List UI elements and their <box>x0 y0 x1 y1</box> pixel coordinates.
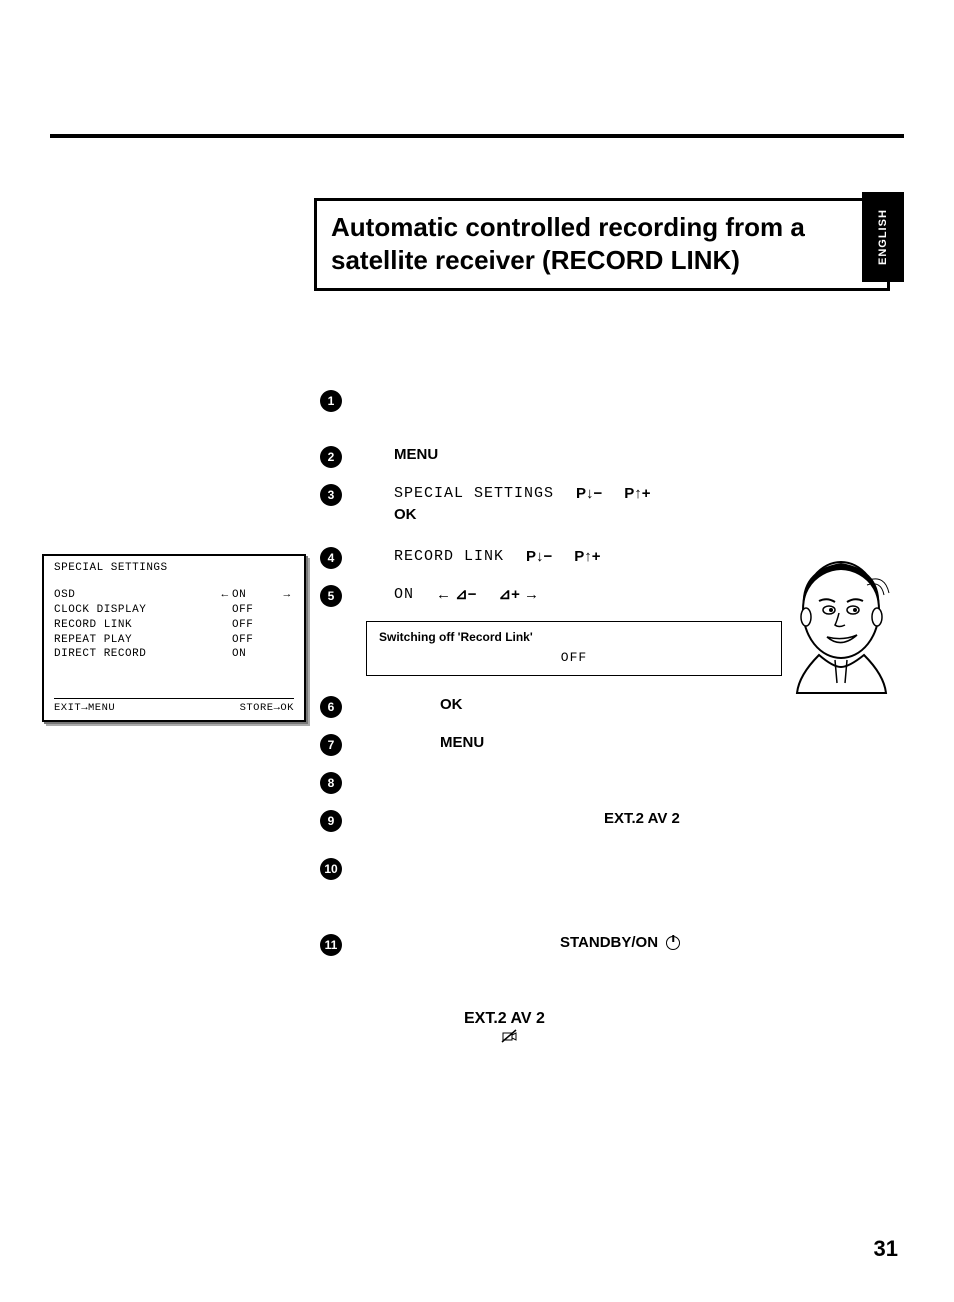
settings-value: OFF <box>232 618 280 633</box>
step-4: 4 RECORD LINK P↓− P↑+ <box>320 545 880 569</box>
step-text: EXT.2 AV 2 <box>394 808 680 829</box>
switchoff-box: Switching off 'Record Link' OFF <box>366 621 782 676</box>
settings-exit: EXIT→MENU <box>54 702 115 714</box>
switchoff-title: Switching off 'Record Link' <box>379 630 769 644</box>
settings-value: ON <box>232 588 280 603</box>
step-8: 8 <box>320 770 880 794</box>
p-up-label: P↑+ <box>574 546 600 567</box>
power-icon <box>666 936 680 950</box>
settings-row: REPEAT PLAY OFF <box>54 633 294 648</box>
settings-label: DIRECT RECORD <box>54 647 218 662</box>
step-bullet: 6 <box>320 696 342 718</box>
step-bullet: 1 <box>320 390 342 412</box>
settings-label: REPEAT PLAY <box>54 633 218 648</box>
page-title: Automatic controlled recording from a sa… <box>331 211 873 276</box>
step-3: 3 SPECIAL SETTINGS P↓− P↑+ OK <box>320 482 880 525</box>
step-bullet: 4 <box>320 547 342 569</box>
settings-label: RECORD LINK <box>54 618 218 633</box>
step-text: ON <box>394 584 414 605</box>
right-arrow-icon: ⊿+ → <box>499 584 540 605</box>
step-text: MENU <box>394 444 438 465</box>
footer-note: EXT.2 AV 2 <box>464 1010 880 1049</box>
step-bullet: 2 <box>320 446 342 468</box>
step-bullet: 9 <box>320 810 342 832</box>
step-bullet: 7 <box>320 734 342 756</box>
settings-label: CLOCK DISPLAY <box>54 603 218 618</box>
settings-value: OFF <box>232 633 280 648</box>
step-bullet: 3 <box>320 484 342 506</box>
step-10: 10 <box>320 856 880 880</box>
settings-row: DIRECT RECORD ON <box>54 647 294 662</box>
no-record-icon <box>501 1028 517 1047</box>
ok-label: OK <box>394 506 417 523</box>
step-text: SPECIAL SETTINGS <box>394 483 554 504</box>
switchoff-value: OFF <box>379 650 769 665</box>
settings-label: OSD <box>54 588 218 603</box>
step-7: 7 MENU <box>320 732 880 756</box>
p-down-label: P↓− <box>576 483 602 504</box>
step-text: RECORD LINK <box>394 546 504 567</box>
step-1: 1 <box>320 388 880 412</box>
settings-panel: SPECIAL SETTINGS OSD ← ON → CLOCK DISPLA… <box>42 554 306 722</box>
step-text: OK <box>394 694 463 715</box>
step-2: 2 MENU <box>320 444 880 468</box>
p-down-label: P↓− <box>526 546 552 567</box>
settings-row: RECORD LINK OFF <box>54 618 294 633</box>
settings-row: CLOCK DISPLAY OFF <box>54 603 294 618</box>
step-6: 6 OK <box>320 694 880 718</box>
mark-right: → <box>280 588 294 603</box>
step-text: MENU <box>394 732 484 753</box>
step-bullet: 8 <box>320 772 342 794</box>
page-number: 31 <box>874 1236 898 1262</box>
step-text: STANDBY/ON <box>560 934 658 951</box>
settings-store: STORE→OK <box>240 702 294 714</box>
step-bullet: 10 <box>320 858 342 880</box>
step-9: 9 EXT.2 AV 2 <box>320 808 880 832</box>
step-5: 5 ON ← ⊿− ⊿+ → <box>320 583 880 607</box>
top-rule <box>50 134 904 138</box>
step-bullet: 11 <box>320 934 342 956</box>
p-up-label: P↑+ <box>624 483 650 504</box>
left-arrow-icon: ← ⊿− <box>436 584 477 605</box>
settings-value: ON <box>232 647 280 662</box>
settings-value: OFF <box>232 603 280 618</box>
step-bullet: 5 <box>320 585 342 607</box>
settings-row: OSD ← ON → <box>54 588 294 603</box>
title-box: Automatic controlled recording from a sa… <box>314 198 890 291</box>
footer-label: EXT.2 AV 2 <box>464 1010 880 1028</box>
settings-footer: EXIT→MENU STORE→OK <box>54 698 294 714</box>
settings-title: SPECIAL SETTINGS <box>54 562 294 574</box>
steps-list: 1 2 MENU 3 SPECIAL SETTINGS P↓− P↑+ OK 4 <box>320 388 880 1049</box>
mark-left: ← <box>218 588 232 603</box>
step-11: 11 STANDBY/ON <box>320 932 880 956</box>
